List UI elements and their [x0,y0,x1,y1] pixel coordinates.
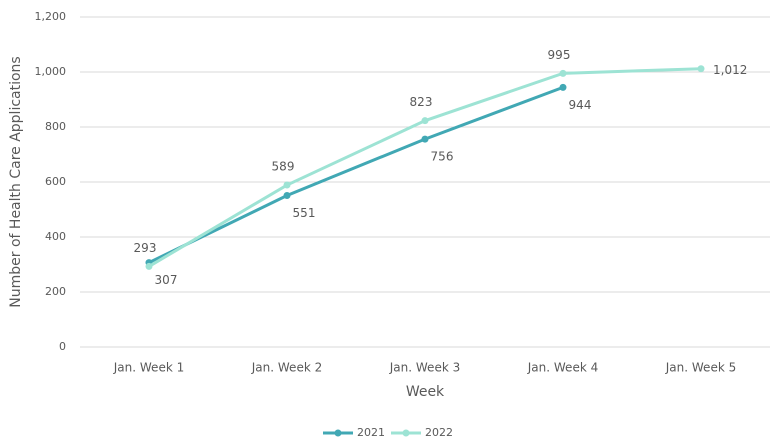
data-label: 995 [548,48,571,62]
data-label: 823 [410,95,433,109]
x-tick-label: Jan. Week 4 [527,361,598,375]
data-label: 1,012 [713,63,747,77]
y-axis-title: Number of Health Care Applications [8,56,24,307]
y-tick-label: 1,000 [35,65,67,78]
y-tick-label: 800 [45,120,66,133]
data-label: 307 [155,273,178,287]
data-point [145,262,153,270]
y-tick-label: 600 [45,175,66,188]
series-line [148,85,564,264]
data-label: 944 [569,98,592,112]
y-tick-label: 200 [45,285,66,298]
y-tick-label: 400 [45,230,66,243]
x-axis-title: Week [406,384,445,400]
data-label: 756 [431,150,454,164]
data-label: 293 [134,241,157,255]
x-tick-label: Jan. Week 3 [389,361,460,375]
legend-marker [334,429,342,437]
y-tick-label: 0 [59,340,66,353]
data-point [559,69,567,77]
x-tick-label: Jan. Week 5 [665,361,736,375]
x-tick-label: Jan. Week 1 [113,361,184,375]
legend-label: 2022 [425,426,453,439]
data-point [283,181,291,189]
data-label: 551 [293,206,316,220]
data-point [421,117,429,125]
data-point [697,65,705,73]
data-point [559,83,567,91]
legend-label: 2021 [357,426,385,439]
y-tick-label: 1,200 [35,10,67,23]
data-point [421,135,429,143]
x-tick-label: Jan. Week 2 [251,361,322,375]
legend-marker [402,429,410,437]
data-label: 589 [272,160,295,174]
data-point [283,191,291,199]
